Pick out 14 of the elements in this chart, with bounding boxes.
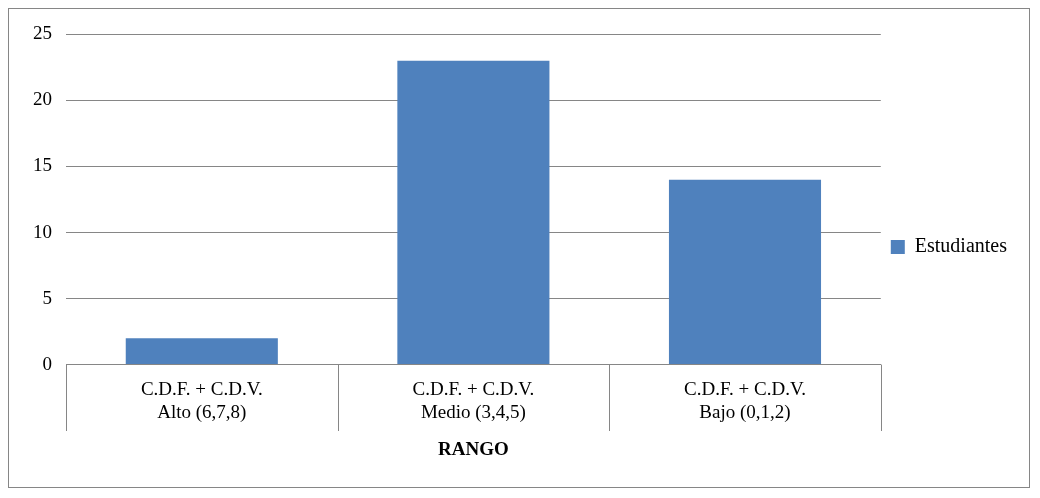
x-tick-label: C.D.F. + C.D.V. Alto (6,7,8) bbox=[140, 377, 263, 423]
bar bbox=[668, 179, 822, 365]
y-tick-label: 5 bbox=[42, 286, 52, 308]
y-tick-label: 15 bbox=[33, 154, 52, 176]
y-tick-label: 20 bbox=[33, 88, 52, 110]
y-tick-label: 25 bbox=[33, 22, 52, 44]
x-axis-title: RANGO bbox=[438, 437, 509, 459]
legend-label: Estudiantes bbox=[914, 234, 1008, 257]
y-tick-label: 10 bbox=[33, 220, 52, 242]
bar bbox=[397, 60, 550, 365]
bar bbox=[125, 338, 278, 365]
x-tick-label: C.D.F. + C.D.V. Medio (3,4,5) bbox=[412, 377, 535, 423]
y-tick-label: 0 bbox=[42, 352, 52, 374]
x-tick-label: C.D.F. + C.D.V. Bajo (0,1,2) bbox=[684, 377, 806, 423]
